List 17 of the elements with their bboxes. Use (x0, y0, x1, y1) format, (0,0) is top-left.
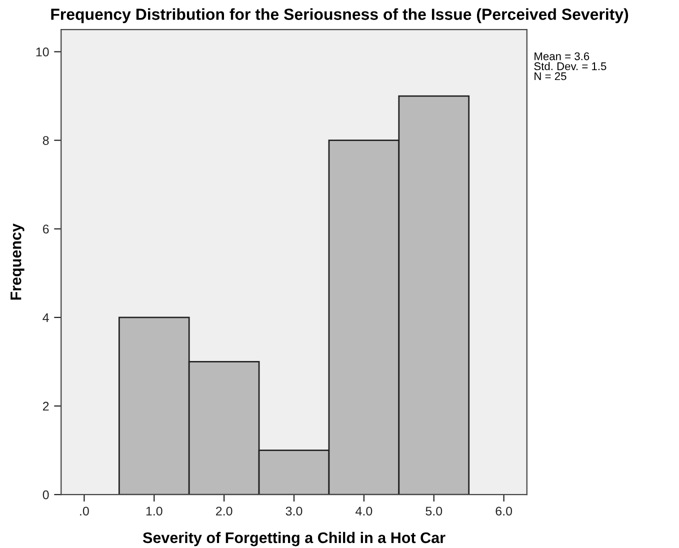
x-tick-label: 4.0 (356, 506, 372, 516)
y-axis-title: Frequency (10, 224, 24, 300)
x-tick-label: 2.0 (216, 506, 232, 516)
x-tick-label: .0 (80, 506, 89, 516)
x-tick-label: 3.0 (286, 506, 302, 516)
x-tick-label: 5.0 (426, 506, 442, 516)
x-tick-label: 1.0 (146, 506, 162, 516)
text: Mean = 3.6 Std. Dev. = 1.5 N = 25 (534, 52, 606, 80)
x-axis-title: Severity of Forgetting a Child in a Hot Car (142, 532, 446, 546)
y-tick-label: 10 (36, 48, 49, 56)
y-tick-label: 8 (42, 136, 49, 145)
x-tick-label: 6.0 (496, 506, 512, 516)
y-tick-label: 2 (42, 402, 49, 411)
chart-title: Frequency Distribution for the Seriousness of the Issue (Perceived Severity) (51, 8, 628, 24)
y-tick-label: 6 (42, 224, 49, 234)
y-tick-label: 4 (42, 313, 49, 322)
y-tick-label: 0 (42, 490, 49, 500)
